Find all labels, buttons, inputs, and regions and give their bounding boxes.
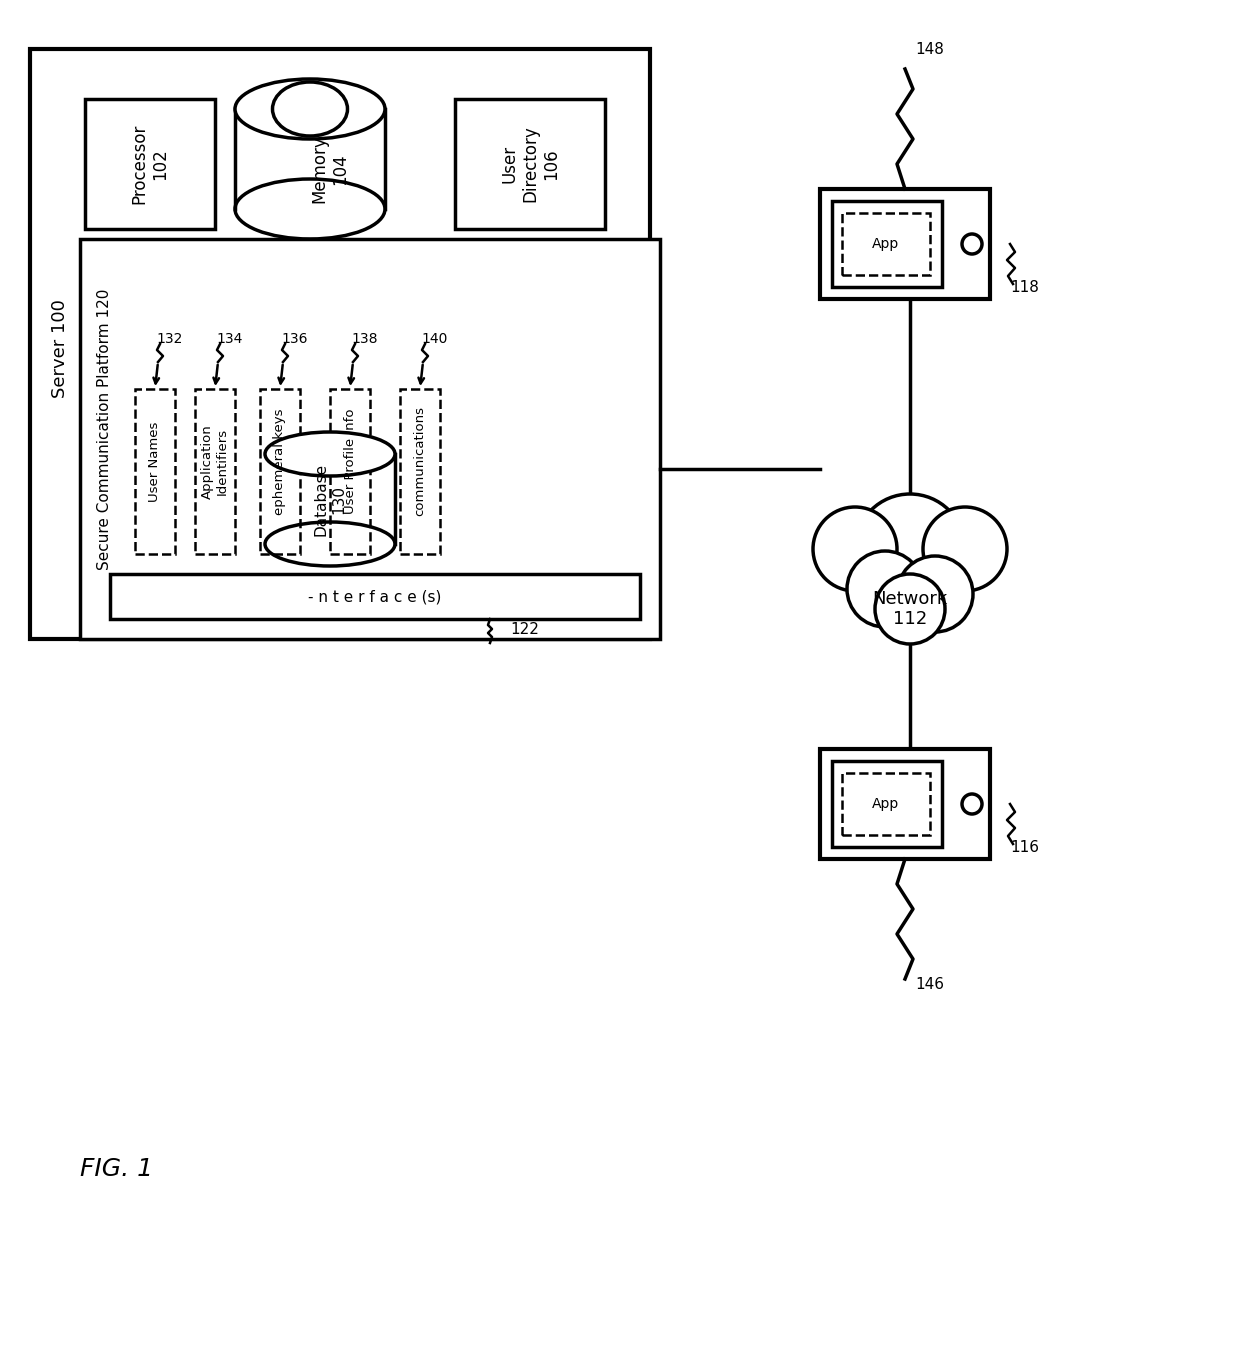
Bar <box>401 389 440 554</box>
Text: Server 100: Server 100 <box>51 300 69 398</box>
Bar <box>820 749 990 858</box>
Text: Database
130: Database 130 <box>314 463 346 535</box>
Ellipse shape <box>236 79 384 140</box>
Text: 146: 146 <box>915 977 945 993</box>
Text: 116: 116 <box>1011 841 1039 856</box>
Bar <box>86 99 215 229</box>
Circle shape <box>897 556 973 632</box>
Ellipse shape <box>265 433 396 476</box>
Bar <box>110 574 640 619</box>
Bar <box>81 240 660 639</box>
Text: Processor
102: Processor 102 <box>130 123 170 204</box>
Text: Memory
104: Memory 104 <box>310 136 350 203</box>
Bar <box>842 773 930 835</box>
Text: Application
Identifiers: Application Identifiers <box>201 424 229 498</box>
Bar <box>455 99 605 229</box>
Text: ephemeral keys: ephemeral keys <box>274 408 286 515</box>
Text: FIG. 1: FIG. 1 <box>81 1157 153 1181</box>
Bar <box>30 49 650 639</box>
Bar <box>842 214 930 275</box>
Text: User
Directory
106: User Directory 106 <box>500 126 559 203</box>
Text: App: App <box>873 237 900 251</box>
Text: 122: 122 <box>510 622 539 637</box>
Text: Network
112: Network 112 <box>873 590 947 628</box>
Circle shape <box>813 507 897 591</box>
Bar <box>195 389 236 554</box>
Text: User Profile Info: User Profile Info <box>343 409 357 515</box>
Circle shape <box>856 494 965 604</box>
Text: 136: 136 <box>281 333 309 346</box>
Circle shape <box>875 574 945 643</box>
Circle shape <box>923 507 1007 591</box>
Bar <box>135 389 175 554</box>
Text: 118: 118 <box>1011 281 1039 294</box>
Bar <box>260 389 300 554</box>
Bar <box>330 389 370 554</box>
Text: User Names: User Names <box>149 422 161 501</box>
Bar <box>820 189 990 298</box>
Text: App: App <box>873 797 900 810</box>
Text: 138: 138 <box>352 333 378 346</box>
Text: Secure Communication Platform 120: Secure Communication Platform 120 <box>98 289 113 570</box>
Circle shape <box>847 550 923 627</box>
Bar <box>832 761 942 847</box>
Text: 140: 140 <box>422 333 448 346</box>
Text: communications: communications <box>413 407 427 516</box>
Text: 132: 132 <box>156 333 184 346</box>
Ellipse shape <box>273 82 347 136</box>
Text: 148: 148 <box>915 42 945 57</box>
Text: 134: 134 <box>217 333 243 346</box>
Text: - n t e r f a c e (s): - n t e r f a c e (s) <box>309 590 441 605</box>
Bar <box>832 201 942 287</box>
